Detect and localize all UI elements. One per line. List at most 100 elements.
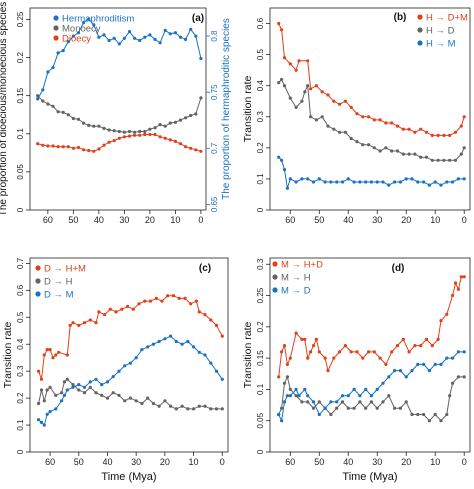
x-tick-label: 0 (462, 457, 467, 467)
data-point (395, 344, 400, 348)
legend-marker (35, 265, 41, 271)
data-point (352, 387, 356, 391)
data-point (46, 102, 50, 106)
data-point (157, 404, 161, 408)
legend-label: M → H+D (281, 260, 323, 271)
data-point (82, 148, 86, 152)
data-point (163, 136, 167, 140)
data-point (203, 353, 207, 357)
data-point (448, 158, 452, 162)
data-point (355, 140, 359, 144)
series-blue (37, 334, 224, 427)
data-point (143, 35, 147, 39)
data-point (436, 337, 440, 341)
data-point (173, 31, 177, 35)
data-point (317, 177, 321, 181)
panel-label: (a) (192, 13, 204, 24)
data-point (117, 129, 121, 134)
data-point (358, 394, 362, 398)
data-point (62, 380, 66, 384)
data-point (288, 62, 292, 66)
data-point (285, 186, 289, 190)
data-point (117, 369, 121, 373)
data-point (82, 385, 87, 389)
data-point (108, 307, 112, 311)
data-point (277, 375, 281, 379)
data-point (77, 388, 81, 392)
data-point (346, 394, 350, 398)
y-tick-label: 0.25 (16, 11, 25, 27)
y-tick-label: 0.4 (256, 80, 265, 92)
data-point (311, 344, 316, 348)
x-tick-label: 50 (314, 457, 324, 467)
y-tick-label: 0.05 (16, 164, 25, 180)
data-point (186, 407, 190, 411)
data-point (140, 401, 144, 406)
x-tick-label: 40 (343, 215, 353, 225)
x-tick-label: 60 (45, 457, 55, 467)
legend-marker (53, 15, 59, 21)
data-point (87, 123, 91, 127)
plot-frame (269, 257, 471, 453)
data-point (146, 396, 150, 400)
data-point (76, 31, 81, 35)
data-point (66, 113, 70, 117)
data-point (146, 345, 150, 349)
data-point (163, 28, 167, 32)
data-point (424, 130, 429, 134)
data-point (112, 139, 116, 143)
data-point (48, 385, 52, 389)
data-point (462, 177, 466, 181)
data-point (306, 177, 310, 181)
panel-label: (d) (392, 263, 405, 274)
data-point (401, 127, 405, 131)
y-axis-label: The proportion of dioecious/monoecious s… (0, 2, 9, 217)
data-point (277, 81, 281, 85)
data-point (143, 129, 147, 134)
x-tick-label: 10 (430, 457, 440, 467)
data-point (314, 118, 318, 122)
data-point (306, 400, 310, 404)
y-tick-label: 0.2 (16, 392, 25, 404)
x-tick-label: 40 (94, 215, 104, 225)
y-axis-label: Transition rate (242, 75, 254, 142)
data-point (134, 356, 138, 360)
data-point (285, 375, 289, 379)
data-point (87, 148, 91, 153)
data-point (107, 140, 111, 144)
data-point (459, 152, 463, 156)
data-point (160, 299, 164, 303)
data-point (332, 127, 336, 131)
data-point (462, 350, 466, 354)
x-axis-label: Time (Mya) (342, 471, 397, 483)
data-point (462, 146, 466, 150)
legend-label: H → D+M (426, 13, 468, 24)
data-point (138, 129, 142, 134)
data-point (453, 158, 458, 162)
legend-marker (272, 274, 278, 280)
data-point (329, 180, 333, 184)
data-point (401, 337, 405, 341)
data-point (410, 369, 414, 373)
data-point (369, 400, 373, 404)
data-point (92, 124, 96, 128)
data-point (199, 149, 203, 153)
x-tick-label: 30 (372, 457, 382, 467)
data-point (277, 21, 281, 26)
data-point (358, 180, 362, 184)
data-point (76, 117, 81, 121)
data-point (194, 112, 198, 116)
data-point (143, 299, 147, 303)
data-point (459, 275, 463, 279)
data-point (445, 356, 449, 360)
data-point (294, 180, 298, 184)
data-point (390, 149, 394, 153)
data-point (332, 99, 336, 103)
data-point (459, 124, 463, 128)
series-blue (277, 350, 466, 423)
data-point (378, 356, 382, 360)
data-point (282, 56, 287, 60)
y-tick-label: 0.7 (16, 257, 25, 269)
data-point (335, 180, 339, 184)
